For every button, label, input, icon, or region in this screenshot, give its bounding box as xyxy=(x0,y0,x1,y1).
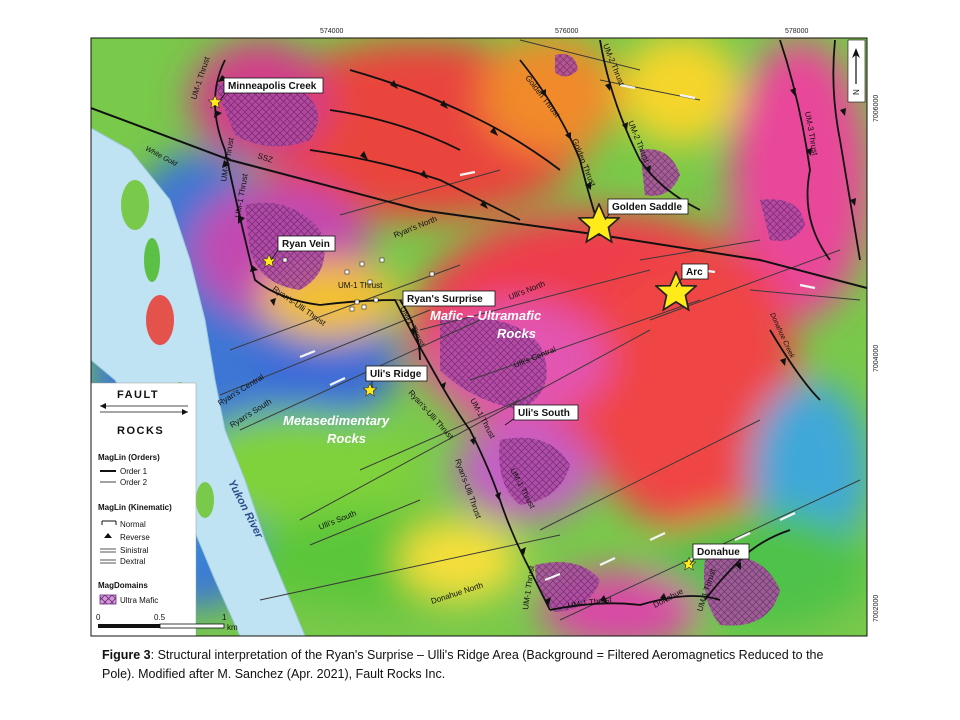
thrust-teeth xyxy=(214,75,856,605)
callout-arc: Arc xyxy=(681,263,709,280)
caption-text: : Structural interpretation of the Ryan'… xyxy=(102,648,824,681)
callout-label: Golden Saddle xyxy=(612,202,682,213)
logo-rocks: ROCKS xyxy=(117,425,164,437)
region-mafic-label-1: Mafic – Ultramafic xyxy=(430,308,542,323)
legend-order1: Order 1 xyxy=(120,467,148,476)
callout-label: Arc xyxy=(686,267,703,278)
aeromagnetic-map: Mafic – Ultramafic Rocks Metasedimentary… xyxy=(91,38,867,636)
legend-ultra-mafic: Ultra Mafic xyxy=(120,596,158,605)
coord-right: 7002000 xyxy=(873,595,880,622)
north-label: N xyxy=(852,89,861,95)
logo-fault: FAULT xyxy=(117,389,159,401)
callout-label: Uli's South xyxy=(518,408,570,419)
scale-unit: km xyxy=(227,623,238,632)
magnetic-background xyxy=(91,38,867,636)
region-meta-label-1: Metasedimentary xyxy=(283,413,390,428)
callout-label: Donahue xyxy=(697,547,740,558)
callout-donahue: Donahue xyxy=(692,543,750,560)
scale-1: 1 xyxy=(222,613,227,622)
callout-minneapolis: Minneapolis Creek xyxy=(223,77,324,94)
figure-caption: Figure 3: Structural interpretation of t… xyxy=(102,646,842,684)
legend-sinistral: Sinistral xyxy=(120,546,149,555)
north-arrow: N xyxy=(847,39,866,103)
ultramafic-domains xyxy=(215,54,805,626)
strike-slip-markers xyxy=(299,83,816,582)
legend-normal: Normal xyxy=(120,520,146,529)
legend-magdomains-title: MagDomains xyxy=(98,581,148,590)
callout-label: Ryan Vein xyxy=(282,239,330,250)
callout-ulis-south: Uli's South xyxy=(513,404,579,421)
scale-05: 0.5 xyxy=(154,613,166,622)
legend-order2: Order 2 xyxy=(120,478,148,487)
north-arrow-icon xyxy=(852,48,860,58)
island xyxy=(146,295,174,345)
callout-label: Ryan's Surprise xyxy=(407,294,483,305)
region-mafic-label-2: Rocks xyxy=(497,326,536,341)
order2-lines xyxy=(219,39,861,621)
drill-collars xyxy=(282,257,435,312)
fault-label-um1: UM-1 Thrust xyxy=(338,281,383,290)
callout-label: Uli's Ridge xyxy=(370,369,422,380)
caption-label: Figure 3 xyxy=(102,648,151,662)
region-meta-label-2: Rocks xyxy=(327,431,366,446)
coord-top: 576000 xyxy=(555,28,578,35)
scale-0: 0 xyxy=(96,613,101,622)
ssz-fault xyxy=(91,107,867,289)
island xyxy=(121,180,149,230)
coord-top: 578000 xyxy=(785,28,808,35)
legend-dextral: Dextral xyxy=(120,557,146,566)
coord-right: 7006000 xyxy=(873,95,880,122)
callout-ulis-ridge: Uli's Ridge xyxy=(365,365,428,382)
coord-top: 574000 xyxy=(320,28,343,35)
callout-golden-saddle: Golden Saddle xyxy=(607,198,689,215)
callout-label: Minneapolis Creek xyxy=(228,81,317,92)
legend-reverse: Reverse xyxy=(120,533,150,542)
legend-maglin-orders-title: MagLin (Orders) xyxy=(98,453,160,462)
island xyxy=(144,238,160,282)
callout-ryans-surprise: Ryan's Surprise xyxy=(402,290,496,307)
legend-maglin-kinematic-title: MagLin (Kinematic) xyxy=(98,503,172,512)
map-border xyxy=(90,37,868,637)
callout-ryan-vein: Ryan Vein xyxy=(277,235,336,252)
legend: FAULT ROCKS MagLin (Orders) Order 1 Orde… xyxy=(91,382,238,636)
island xyxy=(196,482,214,518)
coord-right: 7004000 xyxy=(873,345,880,372)
